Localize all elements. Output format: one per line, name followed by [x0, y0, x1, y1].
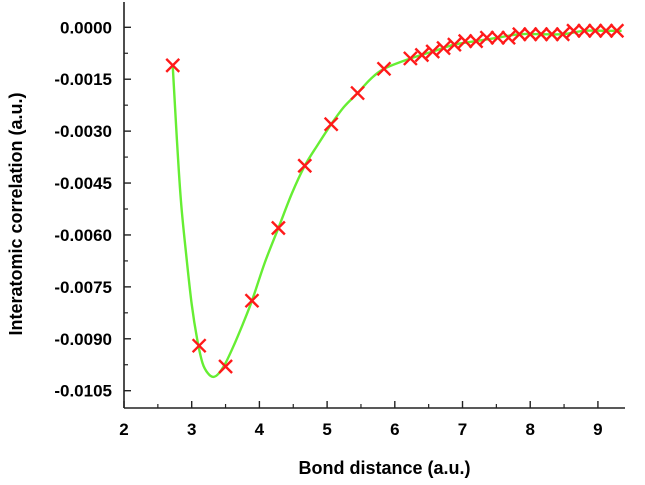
x-tick-label: 6 — [390, 420, 399, 439]
y-tick-label: -0.0090 — [54, 330, 112, 349]
data-point-marker — [297, 158, 313, 174]
data-point-marker — [522, 26, 538, 42]
data-point-marker — [436, 40, 451, 56]
data-point-marker — [191, 338, 207, 354]
data-point-marker — [271, 220, 286, 236]
x-tick-label: 5 — [322, 420, 331, 439]
data-point-marker — [447, 37, 462, 52]
data-point-marker — [403, 51, 418, 66]
data-point-marker — [376, 61, 392, 77]
fit-curve-line — [171, 29, 622, 379]
data-point-marker — [414, 47, 430, 63]
data-point-marker — [490, 30, 506, 46]
data-point-marker — [468, 33, 484, 49]
data-point-marker — [479, 30, 495, 46]
y-tick-label: -0.0045 — [54, 174, 112, 193]
y-axis-title: Interatomic correlation (a.u.) — [6, 92, 26, 335]
x-tick-label: 3 — [187, 420, 196, 439]
y-tick-label: -0.0015 — [54, 70, 112, 89]
x-tick-label: 8 — [525, 420, 534, 439]
x-tick-label: 9 — [593, 420, 602, 439]
data-point-marker — [566, 23, 581, 39]
data-point-marker — [218, 359, 233, 374]
data-point-marker — [165, 58, 181, 73]
data-point-marker — [544, 26, 560, 42]
x-tick-label: 4 — [255, 420, 265, 439]
y-tick-label: 0.0000 — [60, 18, 112, 37]
axes: 0.0000 -0.0015 -0.0030 -0.0045 -0.0060 -0.007… — [54, 2, 625, 439]
data-point-marker — [577, 23, 592, 39]
x-axis-title: Bond distance (a.u.) — [298, 458, 470, 478]
data-point-marker — [425, 44, 441, 59]
y-tick-label: -0.0105 — [54, 382, 112, 401]
y-tick-label: -0.0060 — [54, 226, 112, 245]
data-point-marker — [533, 26, 549, 42]
data-point-marker — [555, 26, 571, 42]
x-tick-label: 2 — [119, 420, 128, 439]
data-point-marker — [501, 30, 516, 46]
x-tick-label: 7 — [458, 420, 467, 439]
y-tick-label: -0.0075 — [54, 278, 112, 297]
data-point-marker — [512, 26, 527, 42]
data-point-marker — [598, 23, 614, 39]
data-point-marker — [457, 33, 473, 49]
data-point-marker — [587, 23, 603, 39]
data-markers — [165, 23, 625, 374]
data-point-marker — [350, 85, 365, 101]
data-point-marker — [609, 23, 625, 39]
data-point-marker — [244, 293, 260, 309]
fit-curve-layer — [171, 29, 622, 379]
data-point-marker — [323, 116, 339, 132]
y-tick-label: -0.0030 — [54, 122, 112, 141]
